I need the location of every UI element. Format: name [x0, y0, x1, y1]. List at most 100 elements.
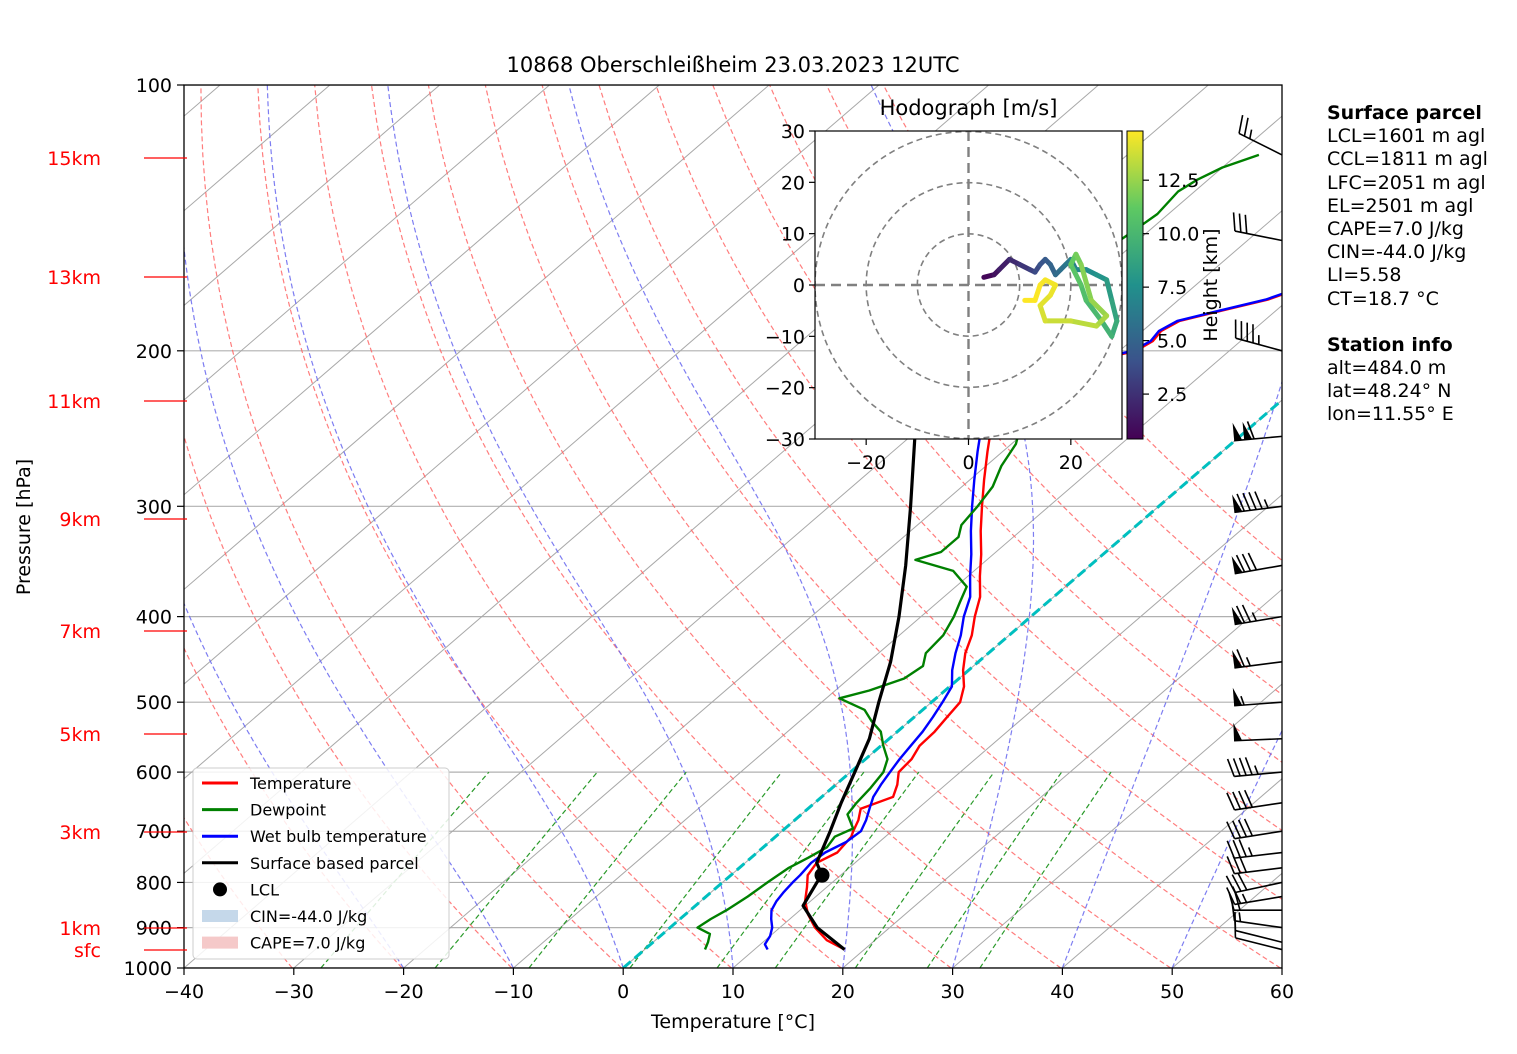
surface-parcel-title: Surface parcel [1327, 102, 1482, 124]
barb-full [1248, 492, 1257, 510]
mixing-ratio-line [528, 771, 687, 968]
barb-staff [1234, 851, 1283, 859]
barb-full [1237, 873, 1248, 891]
hodo-trace-segment [1104, 277, 1115, 303]
hodograph: Hodograph [m/s] −20 0 20 30 20 10 0 −10 −20 −30 2.5… [765, 96, 1222, 474]
wind-barb [1232, 491, 1283, 514]
barb-half [1254, 765, 1259, 775]
station-info-title: Station info [1327, 333, 1453, 356]
barb-full [1226, 840, 1236, 859]
legend-swatch [202, 936, 238, 949]
hodo-trace-segment [1109, 297, 1120, 324]
series-wet-bulb-temperature [763, 292, 1282, 951]
hodo-y-label: 30 [781, 121, 805, 143]
x-tick-label: −40 [164, 981, 204, 1003]
y-tick-label: 300 [136, 496, 172, 518]
barb-full [1238, 839, 1247, 858]
barb-full [1232, 212, 1236, 232]
barb-staff [1234, 881, 1283, 894]
isotherm-line [184, 85, 880, 685]
moist-adiabat [1061, 379, 1282, 968]
height-label: 3km [59, 822, 101, 844]
barb-full [1226, 856, 1236, 875]
x-tick-label: −30 [274, 981, 314, 1003]
hodo-y-label: −20 [765, 378, 805, 400]
barb-flag [1232, 494, 1243, 513]
dry-adiabat [427, 85, 1062, 968]
y-tick-label: 1000 [124, 958, 172, 980]
height-label: 9km [59, 509, 101, 531]
barb-full [1235, 554, 1246, 573]
x-tick-label: 60 [1270, 981, 1294, 1003]
barb-full [1243, 818, 1254, 837]
isotherm-line [184, 85, 660, 496]
x-tick-label: 30 [941, 981, 965, 1003]
moist-adiabat [184, 242, 514, 968]
barb-full [1237, 819, 1248, 838]
dry-adiabat [882, 85, 1282, 562]
height-label: 15km [47, 148, 101, 170]
station-alt: alt=484.0 m [1327, 357, 1447, 380]
legend-label: CIN=-44.0 J/kg [250, 907, 367, 926]
x-tick-label: −20 [384, 981, 424, 1003]
wind-barb [1233, 722, 1283, 742]
barb-staff [1235, 937, 1283, 951]
barb-staff [1234, 920, 1283, 929]
isotherm-line [403, 210, 1282, 968]
barb-staff [1234, 866, 1283, 875]
y-tick-label: 100 [136, 75, 172, 97]
barb-full [1232, 839, 1242, 858]
barb-half [1245, 656, 1252, 667]
legend-label: LCL [250, 880, 279, 899]
hodo-y-label: −10 [765, 326, 805, 348]
moist-adiabat [266, 85, 624, 968]
hodo-trace-segment [1037, 303, 1048, 324]
isotherm-line [513, 304, 1282, 968]
dry-adiabat [541, 85, 1281, 968]
barb-half [1251, 612, 1258, 622]
barb-full [1244, 757, 1253, 776]
hodo-trace-segment [1099, 318, 1115, 339]
x-tick-label: 0 [617, 981, 629, 1003]
x-tick-label: 50 [1160, 981, 1184, 1003]
parcel-el: EL=2501 m agl [1327, 194, 1474, 217]
barb-full [1226, 821, 1236, 840]
barb-full [1232, 820, 1242, 839]
x-axis-label: Temperature [°C] [650, 1011, 815, 1033]
height-label: 5km [59, 724, 101, 746]
barb-flag [1232, 422, 1243, 441]
wind-barb [1232, 687, 1283, 707]
colorbar-tick-label: 7.5 [1157, 277, 1187, 299]
barb-full [1238, 757, 1247, 776]
legend: Temperature Dewpoint Wet bulb temperature S… [192, 767, 450, 960]
dry-adiabat [314, 85, 842, 968]
hodo-x-label: 0 [962, 452, 974, 474]
wind-barb [1226, 854, 1283, 875]
mixing-ratio-line [926, 771, 1063, 968]
barb-full [1226, 887, 1236, 905]
hodo-x-label: 20 [1059, 452, 1083, 474]
mixing-ratio-line [979, 771, 1112, 968]
barb-staff [1234, 802, 1283, 811]
wind-barb [1226, 886, 1283, 906]
hodo-trace-segment [1088, 297, 1110, 319]
hodo-trace-segment [1078, 261, 1094, 303]
wind-barb [1234, 319, 1283, 352]
colorbar-tick-label: 12.5 [1157, 170, 1199, 192]
series-temperature [803, 293, 1282, 951]
dry-adiabat [598, 85, 1282, 901]
isotherm-line [184, 85, 770, 591]
barb-full [1236, 493, 1246, 512]
legend-label: Wet bulb temperature [250, 827, 427, 846]
barb-half [1238, 912, 1242, 922]
isotherm-line [184, 85, 441, 307]
dry-adiabat [484, 85, 1171, 968]
barb-full [1238, 213, 1242, 233]
barb-flag [1231, 606, 1243, 625]
hodo-plot [815, 131, 1122, 439]
barb-half [1240, 695, 1245, 706]
y-tick-label: 400 [136, 607, 172, 629]
legend-swatch [213, 882, 227, 897]
hodo-trace-segment [1078, 282, 1089, 303]
dry-adiabat [370, 85, 952, 968]
